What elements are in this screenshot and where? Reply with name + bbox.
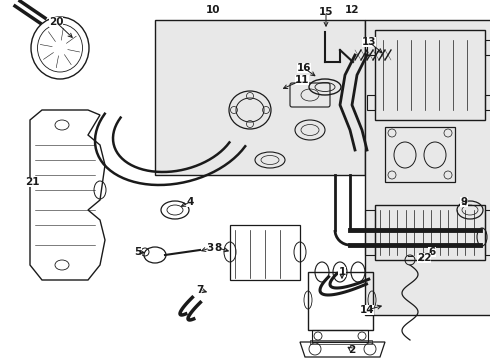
Text: 3: 3 (206, 243, 214, 253)
Bar (367, 40, 375, 55)
Bar (312, 330, 368, 342)
Bar (385, 127, 455, 182)
Bar (485, 95, 490, 110)
Text: 1: 1 (339, 267, 345, 277)
Text: 6: 6 (428, 247, 436, 257)
Text: 9: 9 (461, 197, 467, 207)
Text: 7: 7 (196, 285, 204, 295)
Bar (375, 205, 485, 260)
Bar (365, 210, 375, 255)
Text: 2: 2 (348, 345, 356, 355)
Bar (367, 95, 375, 110)
Bar (485, 210, 490, 255)
Bar (310, 340, 372, 344)
Bar (230, 225, 300, 280)
Bar (308, 272, 373, 330)
Text: 8: 8 (215, 243, 221, 253)
Text: 4: 4 (186, 197, 194, 207)
Bar (375, 30, 485, 120)
Text: 16: 16 (297, 63, 311, 73)
Text: 15: 15 (319, 7, 333, 17)
Text: 14: 14 (360, 305, 374, 315)
Bar (155, 20, 365, 175)
Bar (365, 20, 490, 315)
Bar (485, 40, 490, 55)
Text: 11: 11 (295, 75, 309, 85)
Text: 13: 13 (362, 37, 376, 47)
Text: 22: 22 (417, 253, 431, 263)
Text: 12: 12 (345, 5, 359, 15)
Text: 10: 10 (206, 5, 220, 15)
Text: 21: 21 (25, 177, 39, 187)
Text: 20: 20 (49, 17, 63, 27)
Text: 5: 5 (134, 247, 142, 257)
